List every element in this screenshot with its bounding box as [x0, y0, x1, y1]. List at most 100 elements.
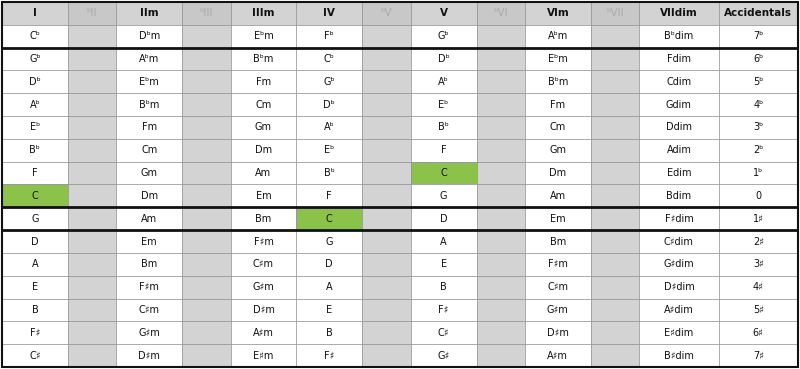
Bar	[116, 184, 182, 207]
Bar	[230, 70, 296, 93]
Text: Bᵇ: Bᵇ	[438, 123, 449, 132]
Bar	[68, 93, 116, 116]
Bar	[639, 230, 718, 253]
Text: G: G	[440, 191, 447, 201]
Text: F♯m: F♯m	[254, 237, 274, 246]
Bar	[362, 70, 410, 93]
Bar	[477, 116, 525, 139]
Text: I: I	[33, 8, 37, 18]
Text: A♯dim: A♯dim	[664, 305, 694, 315]
Bar	[525, 25, 590, 48]
Bar	[590, 2, 639, 25]
Bar	[410, 139, 477, 162]
Bar	[2, 344, 68, 367]
Bar	[410, 93, 477, 116]
Text: ᵇVI: ᵇVI	[494, 8, 508, 18]
Text: A: A	[326, 282, 333, 292]
Bar	[718, 2, 798, 25]
Text: Gm: Gm	[141, 168, 158, 178]
Text: 1♯: 1♯	[753, 214, 764, 224]
Text: F♯m: F♯m	[548, 259, 568, 269]
Bar	[230, 207, 296, 230]
Bar	[68, 184, 116, 207]
Bar	[477, 139, 525, 162]
Bar	[590, 48, 639, 70]
Text: B: B	[31, 305, 38, 315]
Bar	[410, 25, 477, 48]
Bar	[410, 70, 477, 93]
Text: C: C	[440, 168, 447, 178]
Bar	[230, 93, 296, 116]
Text: F♯: F♯	[324, 351, 334, 361]
Bar	[2, 321, 68, 344]
Bar	[2, 93, 68, 116]
Bar	[230, 253, 296, 276]
Text: Dᵇ: Dᵇ	[438, 54, 450, 64]
Bar	[68, 344, 116, 367]
Text: Gᵇ: Gᵇ	[438, 31, 450, 41]
Bar	[68, 116, 116, 139]
Bar	[296, 162, 362, 184]
Text: E♯dim: E♯dim	[664, 328, 694, 338]
Bar	[362, 253, 410, 276]
Text: Eᵇm: Eᵇm	[548, 54, 568, 64]
Text: 0: 0	[755, 191, 762, 201]
Bar	[116, 230, 182, 253]
Text: Fᵇ: Fᵇ	[325, 31, 334, 41]
Text: Dᵇ: Dᵇ	[323, 100, 335, 110]
Text: E: E	[326, 305, 332, 315]
Bar	[525, 207, 590, 230]
Bar	[590, 70, 639, 93]
Bar	[639, 93, 718, 116]
Bar	[362, 299, 410, 321]
Bar	[116, 139, 182, 162]
Text: 7♯: 7♯	[753, 351, 764, 361]
Text: Gᵇ: Gᵇ	[29, 54, 41, 64]
Text: Am: Am	[550, 191, 566, 201]
Text: IIm: IIm	[140, 8, 158, 18]
Bar	[362, 162, 410, 184]
Bar	[116, 2, 182, 25]
Bar	[296, 299, 362, 321]
Bar	[182, 25, 230, 48]
Text: 1ᵇ: 1ᵇ	[753, 168, 763, 178]
Text: IV: IV	[323, 8, 335, 18]
Bar	[362, 116, 410, 139]
Text: 6♯: 6♯	[753, 328, 764, 338]
Text: B: B	[326, 328, 333, 338]
Text: G: G	[326, 237, 333, 246]
Text: ᵇII: ᵇII	[87, 8, 98, 18]
Text: A♯m: A♯m	[253, 328, 274, 338]
Text: Bᵇm: Bᵇm	[254, 54, 274, 64]
Bar	[116, 48, 182, 70]
Text: Gᵇ: Gᵇ	[323, 77, 335, 87]
Bar	[68, 253, 116, 276]
Bar	[362, 321, 410, 344]
Bar	[230, 230, 296, 253]
Bar	[410, 321, 477, 344]
Text: Bm: Bm	[141, 259, 158, 269]
Bar	[2, 230, 68, 253]
Text: C♯m: C♯m	[138, 305, 160, 315]
Text: Fm: Fm	[142, 123, 157, 132]
Text: C♯m: C♯m	[547, 282, 568, 292]
Bar	[718, 116, 798, 139]
Text: F♯m: F♯m	[139, 282, 159, 292]
Bar	[410, 276, 477, 299]
Bar	[477, 184, 525, 207]
Text: 4♯: 4♯	[753, 282, 764, 292]
Bar	[639, 25, 718, 48]
Bar	[116, 276, 182, 299]
Text: D: D	[440, 214, 447, 224]
Bar	[639, 253, 718, 276]
Bar	[362, 344, 410, 367]
Bar	[590, 184, 639, 207]
Text: Aᵇ: Aᵇ	[30, 100, 40, 110]
Bar	[477, 162, 525, 184]
Bar	[182, 276, 230, 299]
Text: D: D	[326, 259, 333, 269]
Bar	[182, 2, 230, 25]
Bar	[410, 2, 477, 25]
Bar	[182, 321, 230, 344]
Bar	[525, 230, 590, 253]
